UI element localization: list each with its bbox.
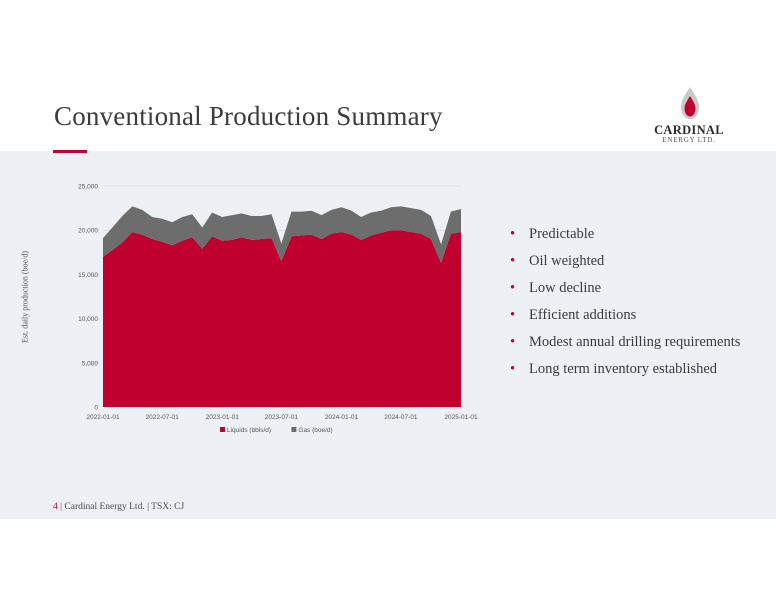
y-tick-label: 20,000 <box>78 228 98 235</box>
legend-label: Gas (boe/d) <box>298 427 332 434</box>
legend-swatch <box>291 427 297 432</box>
x-tick-label: 2024-07-01 <box>384 414 418 421</box>
x-tick-label: 2023-07-01 <box>265 414 299 421</box>
title-accent-bar <box>53 150 87 153</box>
production-chart: 0 5,000 10,000 15,000 20,000 25,000 2022-01-01… <box>78 184 478 435</box>
logo-subtitle: ENERGY LTD. <box>662 136 716 144</box>
logo-name: CARDINAL <box>654 123 724 137</box>
legend-label: Liquids (bbls/d) <box>227 427 271 434</box>
bullet-item: Predictable <box>510 221 740 248</box>
legend-swatch <box>220 427 225 432</box>
bullet-item: Low decline <box>510 275 740 302</box>
x-tick-label: 2025-01-01 <box>444 414 478 421</box>
x-tick-label: 2024-01-01 <box>325 414 359 421</box>
bullet-item: Long term inventory established <box>510 356 740 383</box>
page-title: Conventional Production Summary <box>54 101 443 131</box>
bullet-item: Modest annual drilling requirements <box>510 329 740 356</box>
series-area <box>103 206 461 263</box>
bullet-item: Oil weighted <box>510 248 740 275</box>
flame-icon <box>681 87 699 119</box>
bullet-item: Efficient additions <box>510 302 740 329</box>
y-axis-title: Est. daily production (boe/d) <box>20 251 30 343</box>
y-tick-label: 10,000 <box>78 316 98 323</box>
y-tick-label: 15,000 <box>78 272 98 279</box>
footer-text: | Cardinal Energy Ltd. | TSX: CJ <box>60 502 185 512</box>
series-area <box>103 230 461 407</box>
x-tick-label: 2022-07-01 <box>145 414 179 421</box>
footer: 4 | Cardinal Energy Ltd. | TSX: CJ <box>53 502 184 512</box>
x-tick-label: 2023-01-01 <box>206 414 240 421</box>
y-tick-label: 25,000 <box>78 184 98 191</box>
bullet-list: Predictable Oil weighted Low decline Eff… <box>510 221 740 383</box>
company-logo: CARDINAL ENERGY LTD. <box>650 86 728 146</box>
y-tick-label: 5,000 <box>82 360 99 367</box>
page-number: 4 <box>53 502 58 512</box>
y-tick-label: 0 <box>94 405 98 412</box>
x-tick-label: 2022-01-01 <box>86 414 120 421</box>
